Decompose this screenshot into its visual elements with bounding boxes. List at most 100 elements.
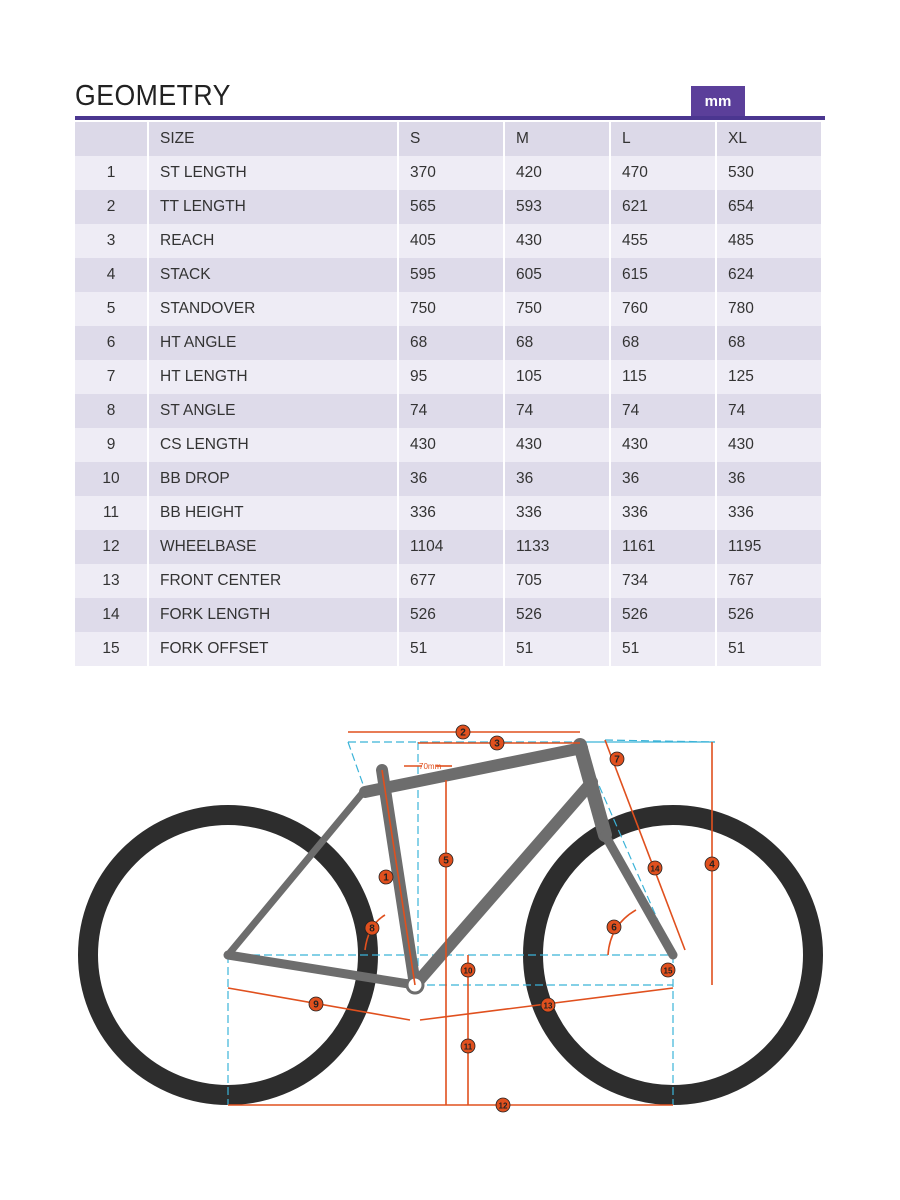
- marker-label: 4: [709, 860, 715, 871]
- measurement-label: STANDOVER: [149, 292, 397, 326]
- title-divider: [75, 116, 825, 120]
- measurement-label: STACK: [149, 258, 397, 292]
- size-value: 336: [611, 496, 715, 530]
- head-tube: [573, 738, 612, 842]
- marker-8: 8: [364, 920, 380, 936]
- size-value: 68: [611, 326, 715, 360]
- marker-15: 15: [660, 962, 676, 978]
- size-value: 526: [611, 598, 715, 632]
- size-value: 74: [505, 394, 609, 428]
- row-number: 14: [75, 598, 147, 632]
- size-value: 105: [505, 360, 609, 394]
- table-row: 11 BB HEIGHT 336 336 336 336: [75, 496, 821, 530]
- size-value: 420: [505, 156, 609, 190]
- measurement-label: FRONT CENTER: [149, 564, 397, 598]
- measurement-label: WHEELBASE: [149, 530, 397, 564]
- size-value: S: [399, 122, 503, 156]
- marker-label: 15: [664, 967, 673, 976]
- measurement-label: FORK OFFSET: [149, 632, 397, 666]
- size-value: 605: [505, 258, 609, 292]
- size-value: 1161: [611, 530, 715, 564]
- size-value: 526: [399, 598, 503, 632]
- row-number: 2: [75, 190, 147, 224]
- size-value: 36: [505, 462, 609, 496]
- marker-label: 13: [544, 1002, 553, 1011]
- size-value: 705: [505, 564, 609, 598]
- size-value: 767: [717, 564, 821, 598]
- size-value: 1195: [717, 530, 821, 564]
- size-value: 1133: [505, 530, 609, 564]
- size-value: 430: [611, 428, 715, 462]
- row-number: 13: [75, 564, 147, 598]
- size-value: 95: [399, 360, 503, 394]
- table-row: 3 REACH 405 430 455 485: [75, 224, 821, 258]
- marker-11: 11: [460, 1038, 476, 1054]
- size-value: 485: [717, 224, 821, 258]
- size-value: 595: [399, 258, 503, 292]
- size-value: 336: [399, 496, 503, 530]
- marker-10: 10: [460, 962, 476, 978]
- marker-label: 7: [614, 755, 620, 766]
- size-value: 621: [611, 190, 715, 224]
- size-value: 530: [717, 156, 821, 190]
- marker-7: 7: [609, 751, 625, 767]
- unit-badge: mm: [691, 86, 745, 117]
- table-row: 7 HT LENGTH 95 105 115 125: [75, 360, 821, 394]
- measurement-label: HT LENGTH: [149, 360, 397, 394]
- size-value: 470: [611, 156, 715, 190]
- row-number: 1: [75, 156, 147, 190]
- size-value: 624: [717, 258, 821, 292]
- row-number: 3: [75, 224, 147, 258]
- size-value: 615: [611, 258, 715, 292]
- size-value: 51: [717, 632, 821, 666]
- size-value: 336: [717, 496, 821, 530]
- size-value: 430: [717, 428, 821, 462]
- row-number: 7: [75, 360, 147, 394]
- size-value: 36: [399, 462, 503, 496]
- marker-label: 2: [460, 728, 466, 739]
- size-value: 750: [399, 292, 503, 326]
- marker-label: 9: [313, 1000, 319, 1011]
- seatstay: [224, 786, 369, 959]
- size-value: 51: [505, 632, 609, 666]
- marker-label: 11: [464, 1043, 473, 1052]
- row-number: [75, 122, 147, 156]
- size-value: 654: [717, 190, 821, 224]
- size-value: 677: [399, 564, 503, 598]
- size-value: 593: [505, 190, 609, 224]
- size-value: 430: [505, 224, 609, 258]
- page-title: GEOMETRY: [75, 80, 231, 112]
- marker-1: 1: [378, 869, 394, 885]
- measurement-label: BB DROP: [149, 462, 397, 496]
- marker-14: 14: [647, 860, 663, 876]
- marker-label: 8: [369, 924, 375, 935]
- size-value: 36: [717, 462, 821, 496]
- size-value: 115: [611, 360, 715, 394]
- table-row: 2 TT LENGTH 565 593 621 654: [75, 190, 821, 224]
- table-row: 1 ST LENGTH 370 420 470 530: [75, 156, 821, 190]
- row-number: 11: [75, 496, 147, 530]
- fork: [600, 830, 678, 960]
- size-value: L: [611, 122, 715, 156]
- size-value: 750: [505, 292, 609, 326]
- marker-12: 12: [495, 1097, 511, 1113]
- size-value: 336: [505, 496, 609, 530]
- chainstay: [223, 950, 420, 990]
- size-value: 74: [717, 394, 821, 428]
- table-row: 13 FRONT CENTER 677 705 734 767: [75, 564, 821, 598]
- table-row: 8 ST ANGLE 74 74 74 74: [75, 394, 821, 428]
- measurement-label: FORK LENGTH: [149, 598, 397, 632]
- geometry-table: SIZE S M L XL 1 ST LENGTH 370 420 470 530 2 TT LENGT…: [73, 122, 823, 666]
- table-row: 15 FORK OFFSET 51 51 51 51: [75, 632, 821, 666]
- size-value: 51: [611, 632, 715, 666]
- size-value: 68: [399, 326, 503, 360]
- size-value: 526: [717, 598, 821, 632]
- row-number: 10: [75, 462, 147, 496]
- table-row: 6 HT ANGLE 68 68 68 68: [75, 326, 821, 360]
- size-value: XL: [717, 122, 821, 156]
- top-tube: [359, 742, 588, 798]
- table-row: 9 CS LENGTH 430 430 430 430: [75, 428, 821, 462]
- measurement-label: TT LENGTH: [149, 190, 397, 224]
- table-header-row: SIZE S M L XL: [75, 122, 821, 156]
